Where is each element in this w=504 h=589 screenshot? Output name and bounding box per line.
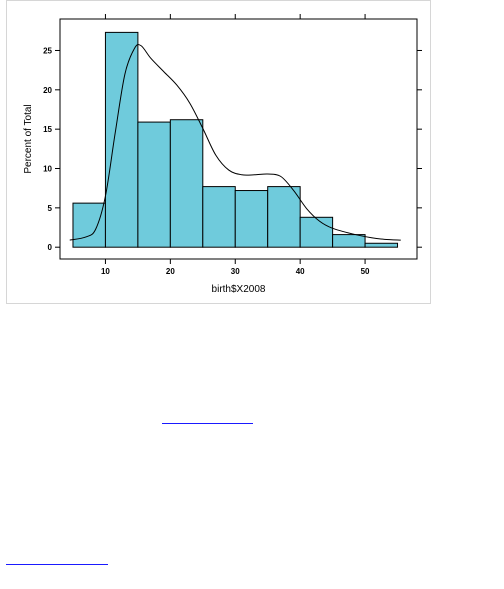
chart-frame: 10 20 30 40 50 0 5 10 15 20 25 birth$X2008 Percent…	[6, 0, 431, 304]
y-tick-label: 15	[43, 125, 52, 134]
histogram-bar	[299, 216, 334, 248]
ticks-layer: 10 20 30 40 50 0 5 10 15 20 25	[43, 14, 422, 276]
histogram-bar	[364, 242, 399, 248]
y-tick-label: 5	[48, 204, 53, 213]
x-tick-label: 30	[231, 267, 240, 276]
histogram-chart: 10 20 30 40 50 0 5 10 15 20 25 birth$X2008 Percent…	[23, 14, 422, 295]
x-tick-label: 10	[101, 267, 110, 276]
link-underline[interactable]	[6, 564, 108, 565]
histogram-bar	[104, 31, 139, 248]
x-axis-title: birth$X2008	[212, 284, 266, 295]
histogram-bar	[267, 186, 301, 248]
histogram-bar	[137, 121, 171, 248]
y-axis-title: Percent of Total	[23, 104, 34, 173]
histogram-bar	[169, 119, 204, 248]
y-tick-label: 20	[43, 86, 52, 95]
y-tick-label: 10	[43, 165, 52, 174]
histogram-bar	[72, 202, 106, 248]
x-tick-label: 20	[166, 267, 175, 276]
histogram-bar	[234, 190, 269, 248]
x-tick-label: 40	[296, 267, 305, 276]
histogram-bar	[202, 186, 236, 248]
y-tick-label: 0	[48, 243, 53, 252]
bars-layer	[72, 31, 399, 248]
density-curve	[69, 44, 401, 241]
plot-box	[59, 18, 418, 260]
link-underline[interactable]	[162, 423, 253, 424]
y-tick-label: 25	[43, 46, 52, 55]
histogram-bar	[332, 234, 366, 248]
x-tick-label: 50	[361, 267, 370, 276]
